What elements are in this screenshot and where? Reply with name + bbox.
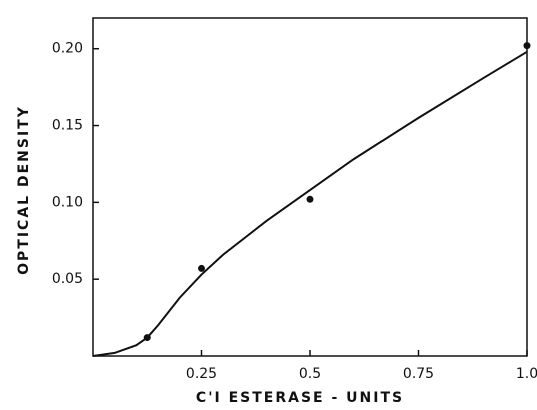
plot-frame xyxy=(92,17,528,357)
data-point xyxy=(198,264,205,272)
y-tick-label: 0.15 xyxy=(52,118,83,134)
data-point xyxy=(143,334,151,342)
x-tick-label: 0.25 xyxy=(186,366,217,382)
x-tick-label: 0.5 xyxy=(299,366,321,382)
data-point xyxy=(306,195,314,203)
y-tick-label: 0.05 xyxy=(52,271,83,287)
x-tick-label: 1.0 xyxy=(516,366,537,382)
fit-curve xyxy=(92,50,528,357)
y-tick-label: 0.10 xyxy=(52,194,83,210)
x-axis-label: C'I ESTERASE - UNITS xyxy=(196,390,404,406)
y-axis-label: OPTICAL DENSITY xyxy=(16,105,32,275)
data-point xyxy=(523,42,531,50)
x-tick-label: 0.75 xyxy=(403,366,434,382)
y-tick-label: 0.20 xyxy=(52,41,83,57)
